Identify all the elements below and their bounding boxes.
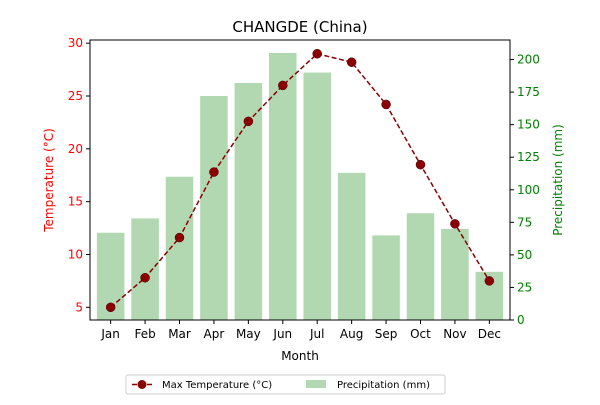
x-tick-label: Jun [272,327,292,341]
left-axis-label: Temperature (°C) [42,128,56,233]
x-axis: Jan Feb Mar Apr May Jun Jul Aug Sep Oct Nov Dec [100,320,501,341]
temperature-point-mar [174,232,185,243]
x-axis-label: Month [281,349,319,363]
legend-label-temperature: Max Temperature (°C) [162,380,272,391]
precipitation-bar-oct [406,213,435,320]
left-tick-label: 15 [68,195,83,209]
x-tick-label: Oct [410,327,431,341]
legend: Max Temperature (°C) Precipitation (mm) [125,374,446,395]
precipitation-bar-jun [269,53,297,320]
precipitation-bar-nov [441,228,469,320]
temperature-point-sep [381,99,391,110]
precipitation-bar-feb [131,218,159,320]
x-tick-label: Nov [443,327,466,341]
left-tick-label: 25 [68,89,83,103]
right-tick-label: 100 [517,183,540,197]
x-tick-label: May [236,327,261,341]
right-tick-label: 75 [517,215,532,229]
x-tick-label: Dec [478,327,501,341]
left-tick-label: 30 [68,36,83,50]
left-axis: 5 10 15 20 25 30 [68,36,90,314]
plot-frame [89,39,511,321]
temperature-point-jun [278,80,288,91]
temperature-point-feb [140,272,150,283]
temperature-point-dec [484,276,495,286]
left-tick-label: 5 [75,300,83,314]
temperature-point-jan [105,302,116,313]
left-tick-label: 10 [68,247,83,261]
x-tick-label: Mar [168,327,191,341]
precipitation-bar-aug [337,172,366,320]
temperature-point-oct [415,159,426,170]
right-tick-label: 0 [517,313,525,327]
x-tick-label: Feb [134,327,155,341]
temperature-point-jul [312,48,322,59]
legend-label-precipitation: Precipitation (mm) [337,380,430,391]
legend-marker-swatch [137,380,147,389]
temperature-point-apr [209,167,219,177]
temperature-point-nov [450,219,460,229]
right-tick-label: 200 [517,53,540,67]
x-tick-label: Apr [204,327,225,341]
left-tick-label: 20 [68,142,83,156]
temperature-line [105,48,495,313]
right-tick-label: 25 [517,280,532,294]
chart-title: CHANGDE (China) [232,18,367,36]
right-axis-label: Precipitation (mm) [551,124,565,236]
x-tick-label: Sep [375,327,398,341]
right-tick-label: 175 [517,85,540,99]
temperature-point-may [243,116,254,127]
right-tick-label: 125 [517,150,540,164]
precipitation-bars [96,53,504,320]
x-tick-label: Jan [100,327,120,341]
legend-bar-swatch [306,380,326,388]
precipitation-bar-apr [200,96,228,320]
right-tick-label: 50 [517,248,532,262]
precipitation-bar-jul [303,72,331,320]
x-tick-label: Jul [309,327,324,341]
precipitation-bar-sep [372,235,400,320]
right-tick-label: 150 [517,118,540,132]
right-axis: 0 25 50 75 100 125 150 175 200 [510,53,540,327]
legend-box [125,374,446,395]
x-tick-label: Aug [340,327,363,341]
temperature-point-aug [346,57,357,67]
